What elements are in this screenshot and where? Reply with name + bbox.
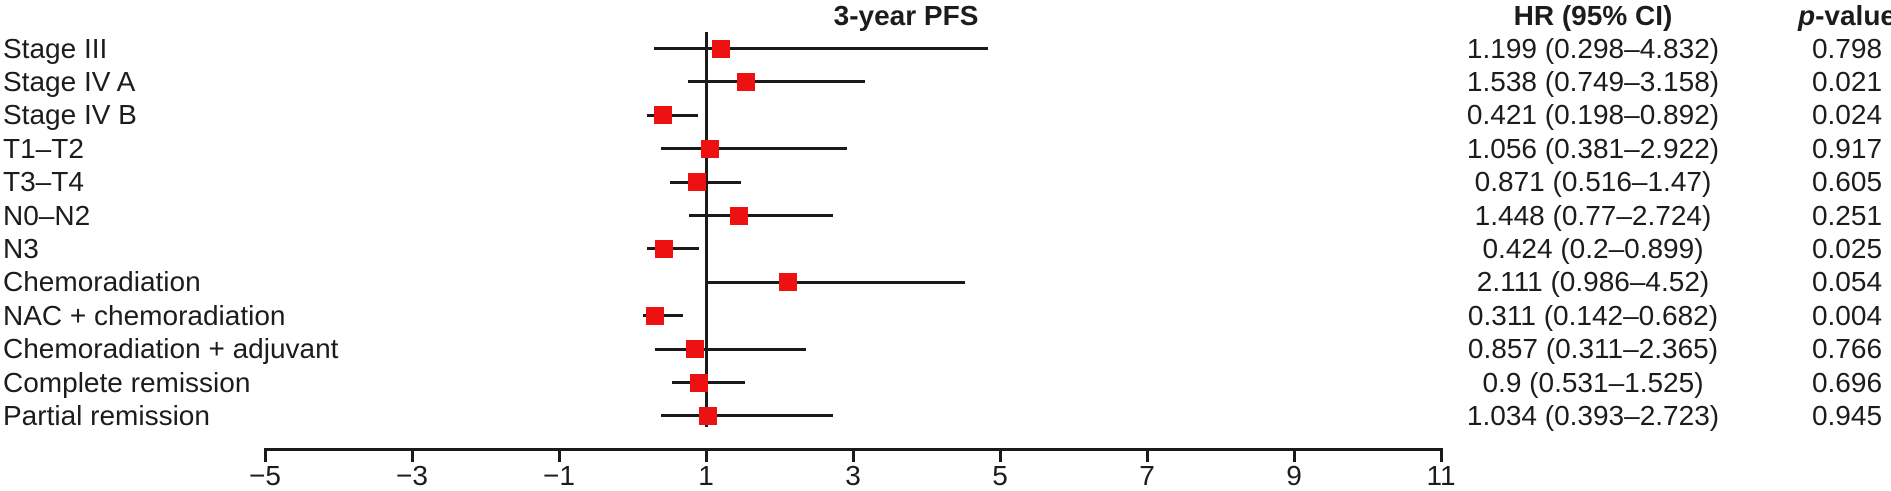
hr-marker [654, 239, 673, 258]
x-axis-tick-label: −5 [249, 460, 281, 491]
hr-ci-value: 1.199 (0.298–4.832) [1466, 32, 1720, 64]
chart-title: 3-year PFS [833, 0, 979, 31]
x-axis-tick-label: −3 [396, 460, 428, 491]
x-axis-tick-label: 11 [1426, 460, 1456, 491]
hr-ci-value: 1.056 (0.381–2.922) [1466, 132, 1720, 164]
hr-marker [729, 206, 748, 225]
x-axis-tick-label: 9 [1286, 460, 1302, 491]
p-value-cell: 0.251 [1811, 199, 1883, 231]
x-axis-tick [1145, 448, 1149, 462]
x-axis-tick [410, 448, 414, 462]
x-axis-tick [1292, 448, 1296, 462]
row-label: Complete remission [3, 366, 251, 398]
p-value-cell: 0.696 [1811, 366, 1883, 398]
hr-ci-value: 0.9 (0.531–1.525) [1482, 366, 1704, 398]
p-value-cell: 0.021 [1811, 65, 1883, 97]
x-axis-tick [1439, 448, 1443, 462]
ci-line [647, 113, 699, 117]
row-label: N3 [3, 232, 39, 264]
hr-marker [701, 139, 720, 158]
ci-line [661, 414, 833, 418]
hr-ci-value: 1.448 (0.77–2.724) [1474, 199, 1712, 231]
hr-ci-value: 0.424 (0.2–0.899) [1482, 232, 1704, 264]
x-axis-tick-label: 7 [1139, 460, 1155, 491]
hr-ci-value: 0.311 (0.142–0.682) [1467, 299, 1719, 331]
x-axis-tick-label: −1 [543, 460, 575, 491]
row-label: Chemoradiation + adjuvant [3, 333, 339, 365]
ci-line [704, 280, 965, 284]
hr-ci-value: 0.421 (0.198–0.892) [1466, 99, 1720, 131]
x-axis-tick-label: 3 [845, 460, 861, 491]
hr-marker [687, 173, 706, 192]
ci-line [655, 347, 807, 351]
p-value-cell: 0.798 [1811, 32, 1883, 64]
hr-marker [646, 306, 665, 325]
x-axis-tick-label: 5 [992, 460, 1008, 491]
reference-line [704, 32, 708, 427]
p-value-cell: 0.605 [1811, 166, 1883, 198]
x-axis-tick [851, 448, 855, 462]
hr-marker [689, 373, 708, 392]
hr-ci-value: 0.857 (0.311–2.365) [1467, 333, 1719, 365]
row-label: NAC + chemoradiation [3, 299, 286, 331]
p-column-header: p-value [1767, 1, 1891, 31]
row-label: Partial remission [3, 399, 210, 431]
row-label: T3–T4 [3, 166, 84, 198]
p-value-cell: 0.024 [1811, 99, 1883, 131]
p-value-cell: 0.025 [1811, 232, 1883, 264]
hr-marker [778, 273, 797, 292]
hr-marker [699, 406, 718, 425]
ci-line [687, 80, 865, 84]
hr-ci-value: 2.111 (0.986–4.52) [1476, 266, 1710, 298]
x-axis-tick [557, 448, 561, 462]
p-column-header-italic: p [1797, 0, 1816, 31]
hr-ci-value: 1.538 (0.749–3.158) [1466, 65, 1720, 97]
x-axis-tick [704, 448, 708, 462]
p-value-cell: 0.945 [1811, 399, 1883, 431]
row-label: Chemoradiation [3, 266, 201, 298]
p-value-cell: 0.054 [1811, 266, 1883, 298]
x-axis-tick [263, 448, 267, 462]
x-axis-tick [998, 448, 1002, 462]
ci-line [689, 214, 833, 217]
ci-line [647, 247, 699, 251]
p-value-cell: 0.004 [1811, 299, 1883, 331]
hr-marker [654, 106, 673, 125]
hr-column-header: HR (95% CI) [1513, 0, 1673, 31]
row-label: Stage IV B [3, 99, 137, 131]
hr-ci-value: 0.871 (0.516–1.47) [1474, 166, 1712, 198]
row-label: Stage IV A [3, 65, 136, 97]
row-label: N0–N2 [3, 199, 91, 231]
ci-line [671, 381, 745, 384]
hr-ci-value: 1.034 (0.393–2.723) [1466, 399, 1720, 431]
hr-marker [736, 72, 755, 91]
p-value-cell: 0.766 [1811, 333, 1883, 365]
ci-line [660, 147, 848, 151]
x-axis-tick-label: 1 [698, 460, 714, 491]
hr-marker [711, 39, 730, 58]
ci-line [654, 47, 988, 50]
row-label: Stage III [3, 32, 108, 64]
p-column-header-rest: -value [1815, 0, 1891, 31]
hr-marker [686, 340, 705, 359]
p-value-cell: 0.917 [1811, 132, 1883, 164]
row-label: T1–T2 [3, 132, 84, 164]
